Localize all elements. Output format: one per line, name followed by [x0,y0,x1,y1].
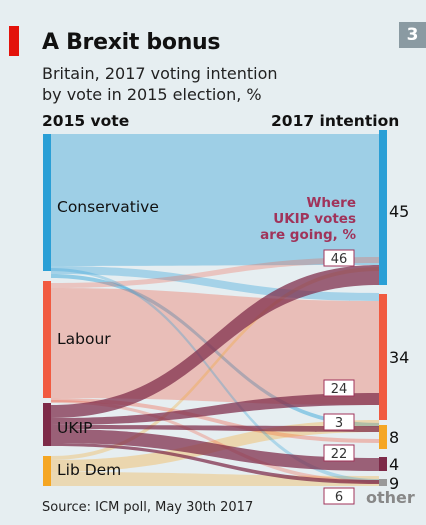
flow-ribbon-9 [51,472,379,486]
ukip-flow-value-3: 3 [335,416,343,431]
flow-ribbon-6 [51,398,379,443]
chart-subtitle-line-2: by vote in 2015 election, % [42,85,262,104]
chart-subtitle-line-1: Britain, 2017 voting intention [42,64,278,83]
flow-ribbon-11 [51,400,379,484]
right-node-bar-3 [379,425,387,449]
right-node-bar-1 [379,130,387,285]
ukip-flow-1 [51,265,379,418]
ukip-flow-value-2: 24 [331,382,348,397]
right-node-value-4: 4 [389,455,399,474]
right-node-value-2: 34 [389,348,409,367]
left-node-label-1: Conservative [57,198,159,216]
left-column-heading: 2015 vote [42,112,130,130]
left-node-bar-4 [43,456,51,486]
right-node-bar-4 [379,457,387,471]
right-node-bar-5 [379,479,387,486]
source-note: Source: ICM poll, May 30th 2017 [42,500,254,515]
ukip-flow-value-box-4 [323,444,355,462]
ukip-flow-2 [51,393,379,425]
flow-ribbon-7 [51,267,379,460]
annotation-line-3: are going, % [260,227,356,243]
right-node-other-label: other [366,488,415,507]
ukip-flow-5 [51,443,379,484]
flow-ribbon-1 [51,134,379,266]
ukip-flow-4 [51,429,379,471]
right-node-bar-2 [379,294,387,420]
annotation-line-2: UKIP votes [273,211,356,227]
right-node-value-3: 8 [389,428,399,447]
ukip-flow-value-box-2 [323,379,355,397]
ukip-flow-value-box-3 [323,413,355,431]
ukip-flow-3 [51,425,379,432]
left-node-bar-2 [43,281,51,398]
left-node-label-3: UKIP [57,419,92,437]
ukip-flow-value-box-5 [323,487,355,505]
ukip-flow-value-box-1 [323,249,355,267]
right-node-value-1: 45 [389,202,409,221]
chart-title: A Brexit bonus [42,30,221,55]
ukip-flow-value-5: 6 [335,490,343,505]
ukip-flow-value-1: 46 [331,252,348,267]
left-node-bar-1 [43,134,51,271]
left-node-label-2: Labour [57,330,111,348]
flow-ribbon-4 [51,257,379,288]
chart-number-badge: 3 [399,22,426,48]
accent-tab [9,26,19,56]
flow-ribbon-10 [51,268,379,483]
right-node-value-5: 9 [389,474,399,493]
left-node-bar-3 [43,403,51,446]
right-column-heading: 2017 intention [271,112,400,130]
annotation-line-1: Where [307,195,356,211]
left-node-label-4: Lib Dem [57,461,121,479]
ukip-flow-value-4: 22 [331,447,348,462]
